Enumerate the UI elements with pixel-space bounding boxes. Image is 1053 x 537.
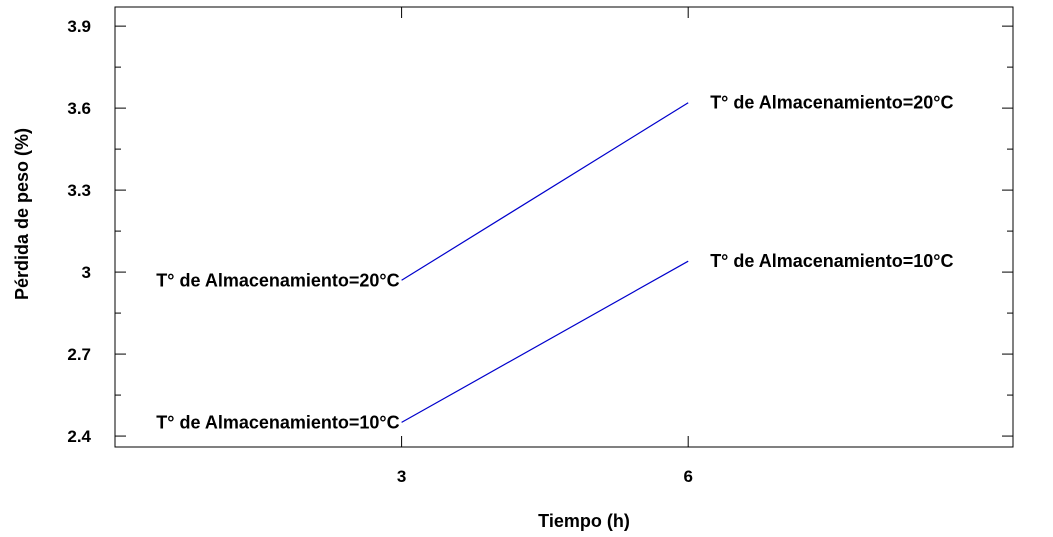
- series-lines: [401, 102, 689, 423]
- plot-frame: [114, 6, 1014, 448]
- y-tick-label: 3.9: [67, 17, 91, 36]
- series-labels: T° de Almacenamiento=20°C T° de Almacenam…: [156, 93, 953, 433]
- x-tick-label: 6: [683, 467, 692, 486]
- series-end-label: T° de Almacenamiento=10°C: [710, 251, 953, 271]
- series-line-1: [401, 102, 689, 281]
- series-end-label: T° de Almacenamiento=20°C: [710, 93, 953, 113]
- series-start-label: T° de Almacenamiento=10°C: [156, 412, 399, 432]
- y-axis-ticks: 2.4 2.7 3 3.3 3.6 3.9: [67, 17, 1013, 446]
- series-start-label: T° de Almacenamiento=20°C: [156, 270, 399, 290]
- y-tick-label: 2.7: [67, 345, 91, 364]
- y-tick-label: 3.6: [67, 99, 91, 118]
- y-axis-title: Pérdida de peso (%): [12, 128, 32, 300]
- series-line-2: [401, 260, 689, 423]
- y-tick-label: 3: [82, 263, 91, 282]
- y-tick-label: 2.4: [67, 427, 91, 446]
- x-tick-label: 3: [397, 467, 406, 486]
- y-tick-label: 3.3: [67, 181, 91, 200]
- x-axis-title: Tiempo (h): [538, 511, 630, 531]
